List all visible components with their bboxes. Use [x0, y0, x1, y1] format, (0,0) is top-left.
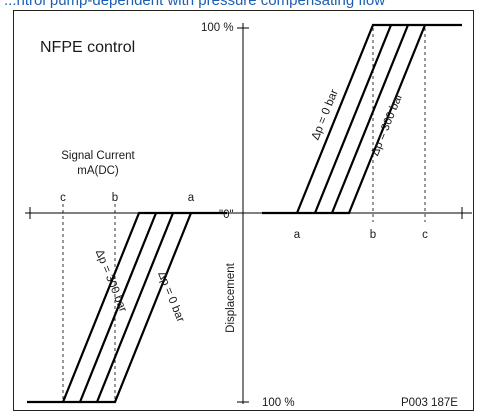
tick-label-c-right: c [422, 229, 428, 241]
left-curve-family [27, 211, 227, 404]
dp300-right-label: Δp = 300 bar [369, 92, 405, 158]
tick-label-a-right: a [294, 229, 301, 241]
right-curve-4 [262, 24, 427, 215]
right-curve-1 [295, 23, 462, 214]
tick-label-a-left: a [188, 192, 195, 204]
left-curve-3 [95, 212, 175, 403]
diagram-title: NFPE control [40, 39, 135, 56]
signal-current-label: Signal Current [61, 150, 135, 162]
left-curve-2 [78, 212, 158, 403]
left-curve-4 [27, 212, 193, 404]
cropped-header-text: ...ntrol pump-dependent with pressure co… [4, 0, 386, 9]
bottom-100-label: 100 % [262, 397, 295, 409]
right-curve-3 [330, 24, 410, 214]
tick-label-b-right: b [370, 229, 376, 241]
tick-label-c-left: c [60, 192, 66, 204]
signal-unit-label: mA(DC) [77, 165, 119, 177]
dp300-left-label: Δp = 300 bar [93, 248, 129, 314]
figure-code: P003 187E [401, 397, 458, 409]
dp0-left-label: Δp = 0 bar [155, 270, 186, 324]
diagram-frame [13, 10, 474, 411]
right-curve-2 [313, 24, 393, 214]
left-curve-1 [61, 211, 227, 403]
top-100-label: 100 % [201, 22, 234, 34]
tick-label-b-left: b [112, 192, 118, 204]
displacement-axis-label: Displacement [225, 262, 237, 332]
right-curve-family [262, 23, 462, 215]
zero-label: "0" [219, 209, 234, 221]
